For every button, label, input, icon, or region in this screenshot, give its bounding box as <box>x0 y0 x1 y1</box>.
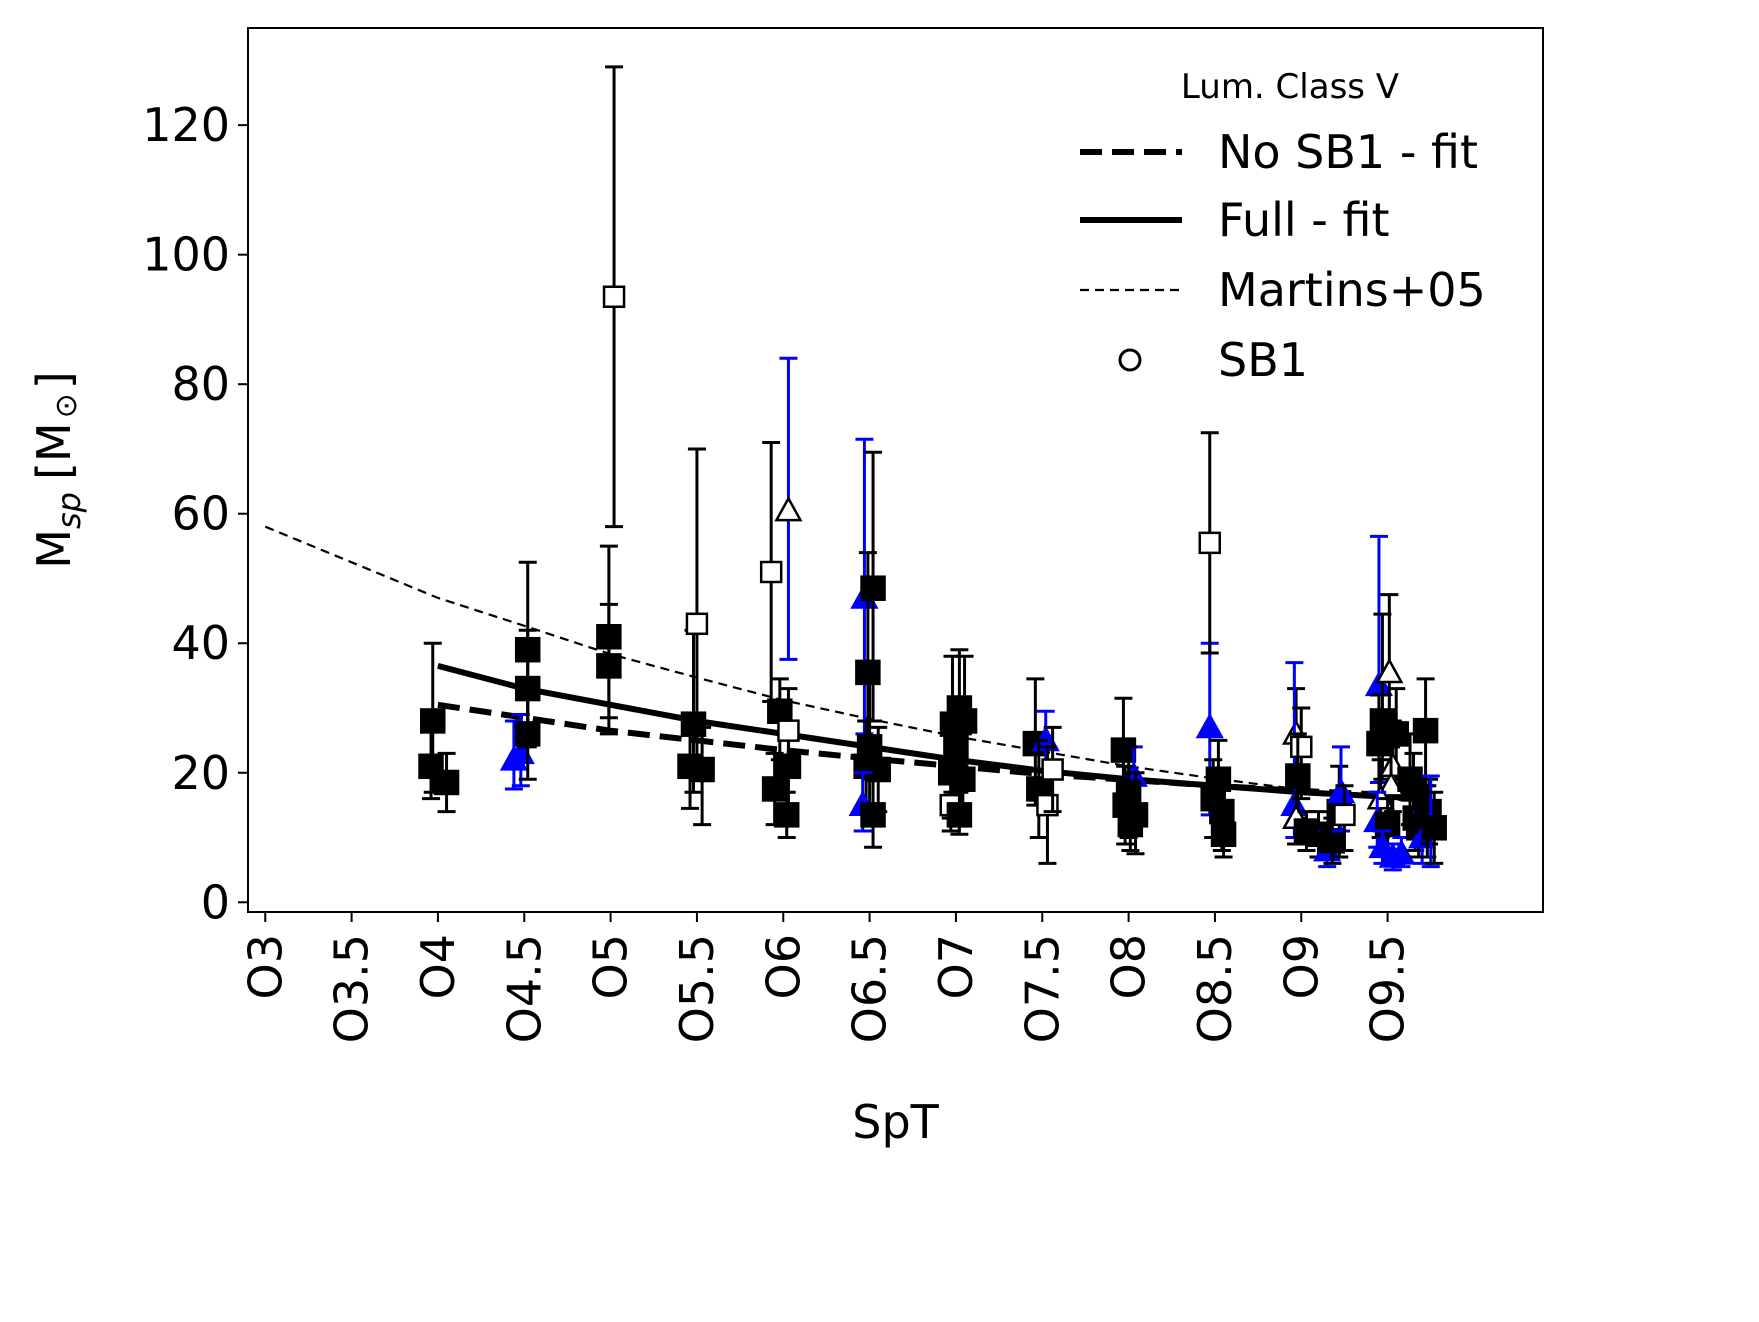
data-point <box>777 687 800 775</box>
x-axis-label: SpT <box>852 1095 939 1149</box>
data-point <box>1376 745 1406 827</box>
data-points <box>418 65 1447 872</box>
x-tick-label: O5 <box>584 934 638 999</box>
data-point <box>946 790 973 836</box>
data-point <box>1421 790 1447 865</box>
legend-marker-circle <box>1118 348 1142 372</box>
square-marker <box>1285 763 1311 789</box>
triangle-marker <box>1387 839 1416 865</box>
x-tick-label: O4 <box>411 934 465 999</box>
square-marker <box>1210 821 1237 848</box>
y-axis-label-unit: [M <box>27 422 81 480</box>
square-marker <box>1412 717 1439 744</box>
legend-entry: Martins+05 <box>1080 263 1486 317</box>
data-point <box>514 687 541 781</box>
y-tick-label: 80 <box>171 357 230 411</box>
y-axis-label-sun-symbol: ⊙ <box>49 393 84 418</box>
y-tick-label: 100 <box>142 228 230 282</box>
square-marker <box>680 711 707 737</box>
data-point <box>1117 797 1144 852</box>
x-tick-label: O7 <box>929 934 983 999</box>
x-tick-label: O4.5 <box>497 934 551 1043</box>
x-tick-label: O6.5 <box>843 934 897 1043</box>
x-tick-label: O6 <box>756 934 810 999</box>
square-marker <box>1110 737 1137 763</box>
square-marker <box>433 769 460 796</box>
legend-entry: No SB1 - fit <box>1080 125 1478 179</box>
square-marker <box>946 802 973 828</box>
axes: 0 20 40 60 80 100 120 O3 O3.5 O4 O4.5 O5 O5.5 O6 O6.5 O… <box>142 27 1544 1043</box>
legend-label: Martins+05 <box>1218 263 1486 317</box>
square-marker <box>761 776 788 802</box>
data-point <box>1210 810 1237 859</box>
square-marker <box>777 719 800 742</box>
square-marker <box>1041 758 1064 781</box>
square-marker <box>1198 531 1222 555</box>
axes-frame <box>247 27 1544 913</box>
triangle-marker <box>1375 657 1404 684</box>
data-point <box>774 356 803 661</box>
y-axis-label-subscript: sp <box>50 492 88 529</box>
data-point <box>1198 431 1222 655</box>
y-axis-label-symbol: M <box>27 529 81 569</box>
square-marker <box>1117 811 1144 838</box>
triangle-marker <box>774 495 803 522</box>
x-tick-label: O8 <box>1102 934 1156 999</box>
square-marker <box>1400 776 1427 802</box>
x-tick-label: O3.5 <box>325 934 379 1043</box>
y-axis-label-close: ] <box>27 371 81 389</box>
square-marker <box>596 653 622 679</box>
y-tick-label: 120 <box>142 98 230 152</box>
square-marker <box>602 285 626 309</box>
square-marker <box>759 560 783 584</box>
legend: Lum. Class V No SB1 - fit Full - fit Martin… <box>1080 67 1486 387</box>
square-marker <box>865 756 891 783</box>
legend-label: Full - fit <box>1218 193 1390 247</box>
square-marker <box>514 721 541 747</box>
square-marker <box>1421 815 1447 841</box>
legend-label: No SB1 - fit <box>1218 125 1478 179</box>
square-marker <box>1290 735 1313 759</box>
y-tick-label: 60 <box>171 487 230 541</box>
triangle-marker <box>1195 712 1224 739</box>
y-tick-label: 0 <box>201 875 230 929</box>
data-point <box>602 65 626 529</box>
square-marker <box>685 612 709 636</box>
data-point <box>689 725 715 827</box>
square-marker <box>860 802 886 828</box>
x-tick-label: O9.5 <box>1361 934 1415 1043</box>
plot-background <box>248 28 1543 912</box>
x-tick-label: O9 <box>1274 934 1328 999</box>
legend-title: Lum. Class V <box>1181 67 1399 107</box>
triangle-marker <box>1376 771 1406 797</box>
data-point <box>596 602 622 736</box>
data-point <box>860 777 886 849</box>
x-tick-label: O7.5 <box>1015 934 1069 1043</box>
square-marker <box>855 659 881 686</box>
data-point <box>773 790 800 840</box>
square-marker <box>1374 811 1401 838</box>
legend-entry: Full - fit <box>1080 193 1390 247</box>
square-marker <box>860 575 886 601</box>
data-point <box>1041 725 1064 814</box>
y-tick-label: 20 <box>171 746 230 800</box>
triangle-marker <box>1326 777 1356 804</box>
square-marker <box>773 802 800 828</box>
square-marker <box>689 756 715 783</box>
data-point <box>433 751 460 814</box>
legend-entry: SB1 <box>1118 333 1308 387</box>
x-tick-label: O3 <box>238 934 292 999</box>
plot-area <box>248 28 1543 912</box>
y-tick-label: 40 <box>171 616 230 670</box>
y-axis-label: Msp [M ⊙] <box>27 371 88 568</box>
data-point <box>1333 784 1356 852</box>
x-tick-label: O8.5 <box>1188 934 1242 1043</box>
square-marker <box>1333 803 1356 827</box>
x-tick-label: O5.5 <box>670 934 724 1043</box>
legend-label: SB1 <box>1218 333 1308 387</box>
square-marker <box>420 708 446 734</box>
